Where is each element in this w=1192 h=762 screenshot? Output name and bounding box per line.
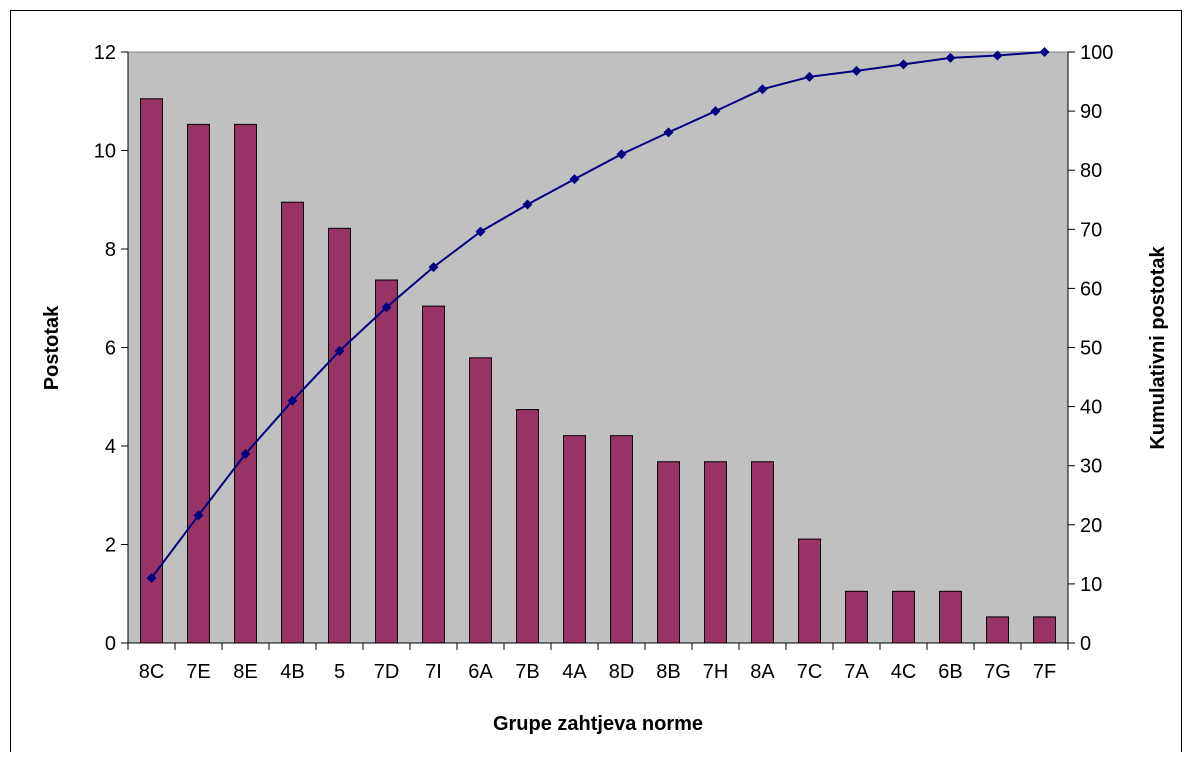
cumulative-point-8D (616, 149, 627, 160)
bar-8C (140, 98, 163, 644)
x-tick-label: 8C (139, 661, 165, 683)
cumulative-point-6B (945, 52, 956, 63)
bar-7I (422, 305, 445, 644)
cumulative-point-7F (1039, 47, 1050, 57)
x-tick-label: 8B (656, 661, 680, 683)
x-tick-label: 6A (468, 661, 493, 683)
right-tick-label: 90 (1080, 101, 1102, 123)
cumulative-line (150, 51, 1045, 579)
x-tick-label: 7C (797, 661, 823, 683)
cumulative-point-7D (381, 302, 392, 313)
cumulative-point-7C (804, 71, 815, 82)
x-tick-label: 7I (425, 661, 442, 683)
cumulative-point-4A (569, 174, 580, 185)
bar-4B (281, 201, 304, 644)
y2-axis-title: Kumulativni postotak (1147, 245, 1169, 449)
cumulative-point-7I (428, 262, 439, 273)
bar-8D (610, 435, 633, 644)
right-tick-label: 20 (1080, 515, 1102, 537)
x-tick-label: 7F (1033, 661, 1056, 683)
y-axis-title: Postotak (41, 305, 63, 390)
left-tick-label: 8 (105, 239, 116, 261)
cumulative-point-4B (287, 395, 298, 406)
bar-5 (328, 227, 351, 644)
left-tick-label: 12 (94, 42, 116, 64)
x-tick-label: 8D (609, 661, 635, 683)
bar-8E (234, 123, 257, 644)
x-tick-label: 7D (374, 661, 400, 683)
bar-8A (751, 461, 774, 644)
right-tick-label: 100 (1080, 42, 1113, 64)
right-tick-label: 70 (1080, 219, 1102, 241)
cumulative-point-8A (757, 84, 768, 95)
right-tick-label: 60 (1080, 278, 1102, 300)
left-tick-label: 4 (105, 436, 116, 458)
bar-7E (187, 123, 210, 644)
x-tick-label: 7B (515, 661, 539, 683)
left-tick-label: 0 (105, 633, 116, 655)
bar-7D (375, 279, 398, 644)
right-tick-label: 40 (1080, 397, 1102, 419)
right-tick-label: 10 (1080, 574, 1102, 596)
cumulative-point-7B (522, 199, 533, 210)
cumulative-point-6A (475, 226, 486, 237)
cumulative-point-8C (146, 572, 157, 583)
x-tick-label: 6B (938, 661, 962, 683)
bar-7F (1033, 616, 1056, 644)
left-tick-label: 2 (105, 535, 116, 557)
cumulative-point-7A (851, 65, 862, 76)
x-tick-label: 4B (280, 661, 304, 683)
left-axis: 0 2 4 6 8 10 12 (94, 42, 129, 655)
bar-7G (986, 616, 1009, 644)
right-axis: 0 10 20 30 40 50 60 70 80 90 100 (1067, 42, 1113, 655)
cumulative-point-8B (663, 127, 674, 138)
bar-7C (798, 538, 821, 644)
bar-6A (469, 357, 492, 644)
cumulative-point-7H (710, 106, 721, 117)
bar-4C (892, 590, 915, 644)
bar-7H (704, 461, 727, 644)
x-tick-label: 8E (233, 661, 257, 683)
cumulative-point-5 (334, 346, 345, 357)
bar-7A (845, 590, 868, 644)
cumulative-markers (146, 47, 1050, 583)
left-tick-label: 10 (94, 141, 116, 163)
bar-8B (657, 461, 680, 644)
cumulative-point-7E (193, 510, 204, 521)
right-tick-label: 50 (1080, 338, 1102, 360)
x-tick-label: 7A (844, 661, 869, 683)
x-tick-label: 7H (703, 661, 729, 683)
x-tick-label: 4A (562, 661, 587, 683)
plot-area (127, 51, 1069, 644)
cumulative-point-7G (992, 50, 1003, 61)
right-tick-label: 0 (1080, 633, 1091, 655)
x-axis: 8C 7E 8E 4B 5 7D 7I 6A 7B 4A 8D 8B 7H 8A 7C 7A 4C 6B 7G 7F (127, 642, 1069, 683)
x-tick-label: 8A (750, 661, 775, 683)
x-tick-label: 7E (186, 661, 210, 683)
x-axis-title: Grupe zahtjeva norme (493, 713, 703, 735)
x-tick-label: 5 (334, 661, 345, 683)
right-tick-label: 30 (1080, 456, 1102, 478)
bar-4A (563, 435, 586, 644)
bars (140, 98, 1056, 644)
cumulative-point-4C (898, 59, 909, 70)
bar-6B (939, 590, 962, 644)
x-tick-label: 4C (891, 661, 917, 683)
cumulative-point-8E (240, 448, 251, 459)
right-tick-label: 80 (1080, 160, 1102, 182)
x-tick-label: 7G (984, 661, 1011, 683)
left-tick-label: 6 (105, 338, 116, 360)
bar-7B (516, 409, 539, 644)
